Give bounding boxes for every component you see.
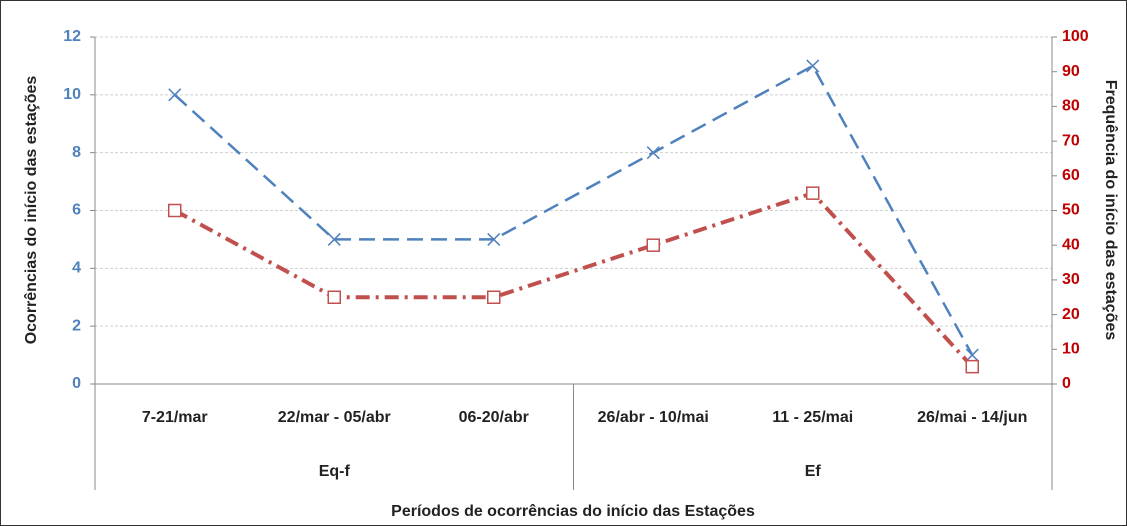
marker	[646, 146, 660, 160]
series-line	[173, 190, 974, 369]
marker	[965, 348, 979, 362]
y2-tick-label: 70	[1062, 132, 1080, 149]
y2-tick-label: 40	[1062, 236, 1080, 253]
y2-tick-label: 50	[1062, 202, 1080, 219]
group-label: Eq-f	[319, 463, 351, 480]
marker	[168, 88, 182, 102]
marker	[168, 203, 182, 218]
y2-tick-label: 20	[1062, 306, 1080, 323]
y-tick-label: 12	[63, 28, 81, 45]
y2-axis-title: Frequência do início das estações	[1102, 80, 1119, 341]
y2-tick-label: 30	[1062, 271, 1080, 288]
y-tick-label: 4	[72, 260, 81, 277]
y2-tick-label: 80	[1062, 98, 1080, 115]
x-tick-label: 26/abr - 10/mai	[598, 409, 709, 426]
series-line	[173, 64, 974, 356]
marker	[806, 186, 820, 200]
y2-tick-label: 100	[1062, 28, 1089, 45]
marker	[327, 290, 341, 304]
y2-tick-label: 60	[1062, 167, 1080, 184]
x-axis-title: Períodos de ocorrências do início das Es…	[391, 503, 755, 520]
marker	[646, 238, 660, 252]
y-tick-label: 6	[72, 202, 81, 219]
y-axis-title: Ocorrências do início das estações	[23, 76, 40, 345]
x-tick-label: 7-21/mar	[142, 409, 208, 426]
marker	[487, 290, 501, 304]
x-tick-label: 06-20/abr	[459, 409, 529, 426]
marker	[327, 232, 341, 246]
y2-tick-label: 10	[1062, 341, 1080, 358]
y-tick-label: 0	[72, 375, 81, 392]
group-label: Ef	[805, 463, 822, 480]
x-tick-label: 22/mar - 05/abr	[278, 409, 391, 426]
marker	[487, 232, 501, 246]
y-tick-label: 2	[72, 317, 81, 334]
y2-tick-label: 90	[1062, 63, 1080, 80]
x-tick-label: 26/mai - 14/jun	[917, 409, 1027, 426]
marker	[806, 59, 820, 73]
marker	[965, 359, 979, 374]
y2-tick-label: 0	[1062, 375, 1071, 392]
x-tick-label: 11 - 25/mai	[772, 409, 853, 426]
y-tick-label: 8	[72, 144, 81, 161]
y-tick-label: 10	[63, 86, 81, 103]
